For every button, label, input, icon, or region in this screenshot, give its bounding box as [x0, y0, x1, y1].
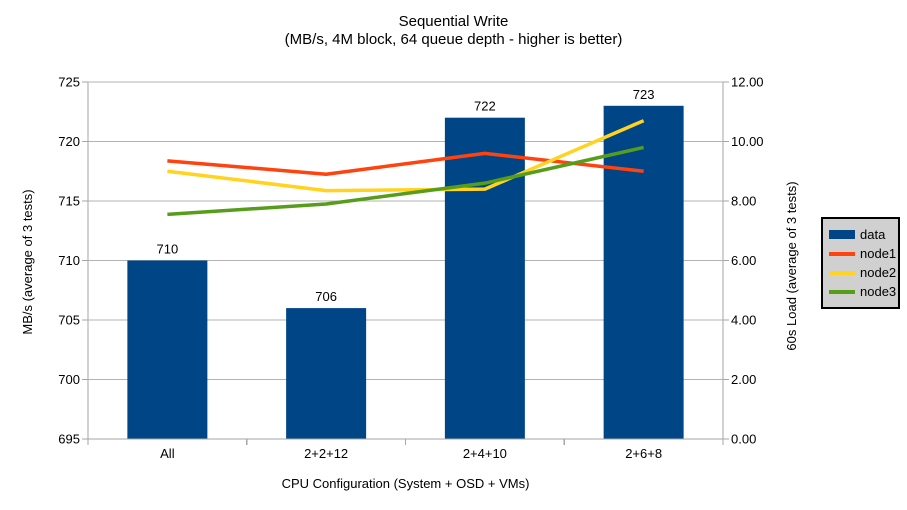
legend-entry-node2: node2	[829, 263, 897, 282]
bar-data-label: 723	[633, 87, 655, 102]
bar	[444, 117, 525, 439]
right-axis-tick-label: 4.00	[731, 313, 756, 328]
bar-data-label: 722	[474, 99, 496, 114]
y-axis-title-left: MB/s (average of 3 tests)	[20, 189, 35, 335]
legend-swatch-node3	[829, 289, 855, 294]
legend-swatch-node1	[829, 251, 855, 256]
left-axis-tick-label: 715	[58, 194, 80, 209]
category-label: 2+4+10	[463, 446, 507, 461]
right-axis-tick-label: 10.00	[731, 134, 764, 149]
right-axis-tick-label: 0.00	[731, 432, 756, 447]
legend-label: node1	[860, 246, 897, 261]
left-axis-tick-label: 695	[58, 432, 80, 447]
legend-label: node2	[860, 265, 897, 280]
bar	[286, 308, 367, 439]
y-axis-title-right: 60s Load (average of 3 tests)	[784, 181, 799, 351]
left-axis-tick-label: 700	[58, 372, 80, 387]
legend-entry-data: data	[829, 225, 893, 244]
bar	[603, 105, 684, 440]
line-series-node2	[167, 119, 645, 193]
bar	[127, 260, 208, 439]
legend-entry-node1: node1	[829, 244, 897, 263]
category-label: All	[160, 446, 175, 461]
line-series-node3	[167, 145, 645, 217]
legend-swatch-data	[829, 230, 855, 239]
category-label: 2+6+8	[625, 446, 662, 461]
right-axis-tick-label: 12.00	[731, 75, 764, 90]
bar-data-label: 710	[157, 242, 179, 257]
line-series-node1	[167, 151, 644, 176]
chart-title: Sequential Write	[398, 13, 509, 30]
legend-swatch-node2	[829, 270, 855, 275]
chart-subtitle: (MB/s, 4M block, 64 queue depth - higher…	[284, 31, 623, 48]
left-axis-tick-label: 710	[58, 253, 80, 268]
left-axis-tick-label: 725	[58, 75, 80, 90]
category-label: 2+2+12	[304, 446, 348, 461]
legend-label: data	[860, 227, 886, 242]
legend-entry-node3: node3	[829, 282, 897, 301]
legend: data node1 node2 node3	[821, 217, 900, 309]
left-axis-tick-label: 705	[58, 313, 80, 328]
x-axis-title: CPU Configuration (System + OSD + VMs)	[281, 476, 530, 491]
right-axis-tick-label: 8.00	[731, 194, 756, 209]
right-axis-tick-label: 2.00	[731, 372, 756, 387]
bar-data-label: 706	[315, 289, 337, 304]
legend-label: node3	[860, 284, 897, 299]
left-axis-tick-label: 720	[58, 134, 80, 149]
right-axis-tick-label: 6.00	[731, 253, 756, 268]
